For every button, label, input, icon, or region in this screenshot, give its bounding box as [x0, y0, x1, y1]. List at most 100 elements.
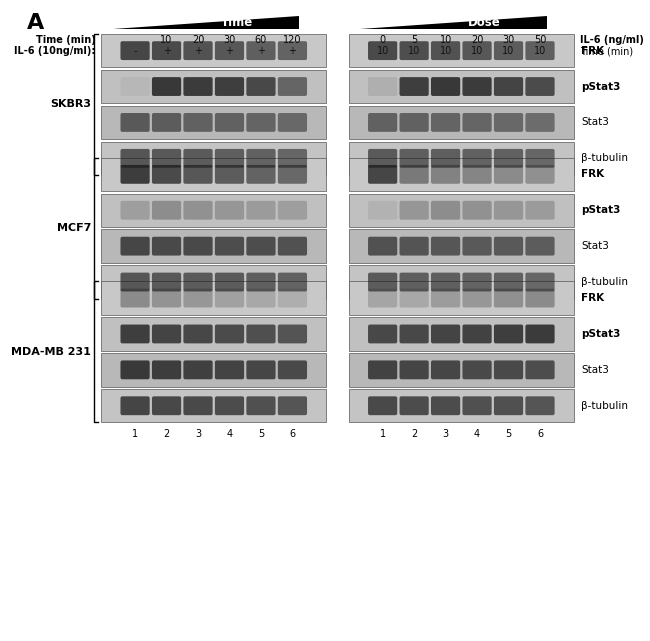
FancyBboxPatch shape	[120, 288, 150, 308]
FancyBboxPatch shape	[278, 41, 307, 60]
FancyBboxPatch shape	[368, 77, 397, 96]
Text: 5: 5	[258, 429, 264, 439]
Text: 6: 6	[289, 429, 296, 439]
Text: 30: 30	[224, 35, 235, 46]
Text: 4: 4	[226, 429, 233, 439]
FancyBboxPatch shape	[462, 288, 491, 308]
FancyBboxPatch shape	[400, 288, 429, 308]
FancyBboxPatch shape	[152, 165, 181, 184]
Text: 10: 10	[439, 35, 452, 46]
FancyBboxPatch shape	[183, 41, 213, 60]
FancyBboxPatch shape	[494, 360, 523, 379]
Text: 20: 20	[192, 35, 204, 46]
Text: IL-6 (ng/ml): IL-6 (ng/ml)	[580, 35, 643, 46]
FancyBboxPatch shape	[494, 165, 523, 184]
Text: +: +	[289, 46, 296, 56]
FancyBboxPatch shape	[246, 288, 276, 308]
FancyBboxPatch shape	[400, 149, 429, 168]
FancyBboxPatch shape	[525, 396, 554, 415]
FancyBboxPatch shape	[349, 142, 574, 175]
Text: 120: 120	[283, 35, 302, 46]
FancyBboxPatch shape	[368, 324, 397, 344]
FancyBboxPatch shape	[525, 324, 554, 344]
FancyBboxPatch shape	[525, 360, 554, 379]
FancyBboxPatch shape	[349, 106, 574, 139]
FancyBboxPatch shape	[431, 77, 460, 96]
FancyBboxPatch shape	[215, 324, 244, 344]
Text: Time (min): Time (min)	[580, 46, 633, 56]
FancyBboxPatch shape	[349, 34, 574, 67]
FancyBboxPatch shape	[152, 201, 181, 220]
FancyBboxPatch shape	[400, 77, 429, 96]
Text: 10: 10	[408, 46, 421, 56]
FancyBboxPatch shape	[349, 281, 574, 315]
Text: Stat3: Stat3	[581, 117, 609, 128]
FancyBboxPatch shape	[462, 201, 491, 220]
FancyBboxPatch shape	[494, 77, 523, 96]
FancyBboxPatch shape	[152, 113, 181, 132]
FancyBboxPatch shape	[368, 272, 397, 292]
FancyBboxPatch shape	[183, 272, 213, 292]
FancyBboxPatch shape	[462, 272, 491, 292]
FancyBboxPatch shape	[120, 113, 150, 132]
Text: 4: 4	[474, 429, 480, 439]
FancyBboxPatch shape	[400, 201, 429, 220]
FancyBboxPatch shape	[431, 201, 460, 220]
FancyBboxPatch shape	[431, 41, 460, 60]
FancyBboxPatch shape	[215, 272, 244, 292]
Text: Stat3: Stat3	[581, 241, 609, 251]
FancyBboxPatch shape	[278, 396, 307, 415]
FancyBboxPatch shape	[278, 201, 307, 220]
Text: 10: 10	[534, 46, 546, 56]
Text: 3: 3	[443, 429, 448, 439]
FancyBboxPatch shape	[152, 237, 181, 256]
FancyBboxPatch shape	[215, 113, 244, 132]
FancyBboxPatch shape	[525, 201, 554, 220]
FancyBboxPatch shape	[101, 194, 326, 227]
Text: 50: 50	[534, 35, 546, 46]
FancyBboxPatch shape	[400, 165, 429, 184]
FancyBboxPatch shape	[462, 113, 491, 132]
FancyBboxPatch shape	[101, 389, 326, 422]
FancyBboxPatch shape	[431, 360, 460, 379]
Text: pStat3: pStat3	[581, 329, 620, 339]
Text: 1: 1	[380, 429, 385, 439]
FancyBboxPatch shape	[101, 106, 326, 139]
FancyBboxPatch shape	[215, 165, 244, 184]
FancyBboxPatch shape	[246, 149, 276, 168]
FancyBboxPatch shape	[183, 165, 213, 184]
FancyBboxPatch shape	[431, 272, 460, 292]
FancyBboxPatch shape	[494, 324, 523, 344]
FancyBboxPatch shape	[431, 237, 460, 256]
FancyBboxPatch shape	[349, 229, 574, 263]
FancyBboxPatch shape	[278, 113, 307, 132]
FancyBboxPatch shape	[101, 70, 326, 103]
FancyBboxPatch shape	[101, 158, 326, 191]
Text: Stat3: Stat3	[581, 365, 609, 375]
FancyBboxPatch shape	[494, 113, 523, 132]
FancyBboxPatch shape	[215, 288, 244, 308]
FancyBboxPatch shape	[525, 165, 554, 184]
FancyBboxPatch shape	[183, 396, 213, 415]
FancyBboxPatch shape	[462, 360, 491, 379]
FancyBboxPatch shape	[525, 113, 554, 132]
FancyBboxPatch shape	[183, 113, 213, 132]
FancyBboxPatch shape	[462, 324, 491, 344]
FancyBboxPatch shape	[152, 360, 181, 379]
FancyBboxPatch shape	[349, 70, 574, 103]
FancyBboxPatch shape	[246, 272, 276, 292]
Polygon shape	[112, 16, 299, 29]
FancyBboxPatch shape	[101, 317, 326, 351]
FancyBboxPatch shape	[349, 317, 574, 351]
Text: Dose: Dose	[468, 16, 501, 29]
FancyBboxPatch shape	[462, 41, 491, 60]
FancyBboxPatch shape	[349, 158, 574, 191]
FancyBboxPatch shape	[494, 272, 523, 292]
FancyBboxPatch shape	[183, 149, 213, 168]
FancyBboxPatch shape	[246, 77, 276, 96]
FancyBboxPatch shape	[120, 396, 150, 415]
FancyBboxPatch shape	[101, 34, 326, 67]
Text: -: -	[133, 46, 137, 56]
FancyBboxPatch shape	[494, 149, 523, 168]
FancyBboxPatch shape	[368, 288, 397, 308]
